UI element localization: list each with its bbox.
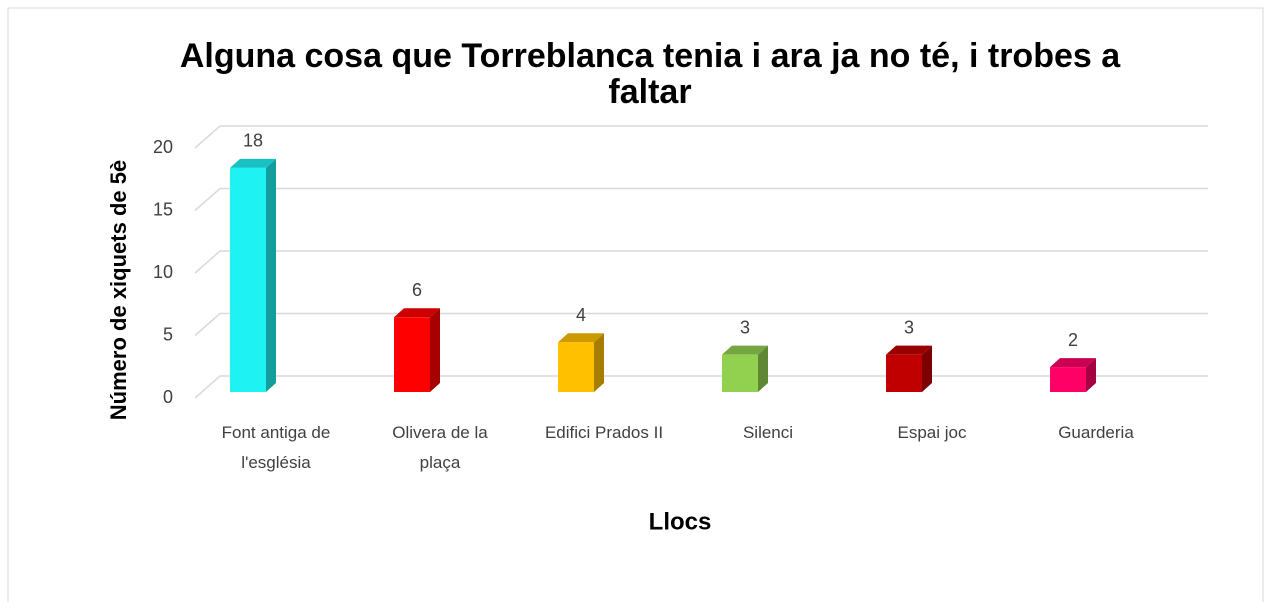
bar-top — [558, 333, 604, 343]
x-tick-label: Edifici Prados II — [544, 423, 664, 442]
bar-front — [394, 317, 430, 392]
bar-top — [394, 308, 440, 318]
bar — [722, 345, 768, 392]
bar — [1050, 358, 1096, 392]
bar-top — [230, 158, 276, 168]
data-label: 18 — [243, 131, 263, 151]
bar-side — [922, 345, 932, 392]
data-label: 3 — [740, 317, 750, 337]
bar-top — [1050, 358, 1096, 368]
bar-side — [430, 308, 440, 392]
bar — [394, 308, 440, 392]
x-tick-label: Olivera de la plaça — [392, 423, 488, 472]
bar — [230, 158, 276, 392]
bar-front — [230, 167, 266, 392]
y-tick-label: 15 — [153, 199, 173, 219]
x-axis-title: Llocs — [649, 508, 712, 535]
bar-front — [886, 354, 922, 392]
x-tick-label: Silenci — [742, 423, 794, 442]
bar-front — [558, 342, 594, 392]
y-tick-label: 20 — [153, 137, 173, 157]
chart-border — [7, 7, 1264, 602]
data-label: 4 — [576, 305, 586, 325]
y-tick-label: 10 — [153, 262, 173, 282]
x-tick-label: Font antiga de l'església — [221, 423, 331, 472]
data-label: 6 — [412, 280, 422, 300]
chart-title: Alguna cosa que Torreblanca tenia i ara … — [179, 37, 1121, 111]
y-axis-title: Número de xiquets de 5è — [106, 160, 131, 420]
bar-front — [1050, 367, 1086, 392]
x-tick-label: Guarderia — [1058, 423, 1134, 442]
bar-top — [886, 345, 932, 355]
bar-side — [758, 345, 768, 392]
grid-line — [194, 312, 1208, 337]
bar — [886, 345, 932, 392]
bar-top — [722, 345, 768, 355]
bar-front — [722, 354, 758, 392]
y-tick-label: 0 — [163, 387, 173, 407]
grid-line — [194, 125, 1208, 149]
grid-line — [194, 250, 1208, 274]
y-tick-label: 5 — [163, 324, 173, 344]
bar-side — [266, 158, 276, 392]
bar-side — [1086, 358, 1096, 392]
data-label: 2 — [1068, 330, 1078, 350]
bar — [558, 333, 604, 392]
grid-line — [194, 375, 1208, 399]
bar-side — [594, 333, 604, 392]
grid-line — [194, 187, 1208, 212]
data-label: 3 — [904, 317, 914, 337]
x-tick-label: Espai joc — [897, 423, 967, 442]
